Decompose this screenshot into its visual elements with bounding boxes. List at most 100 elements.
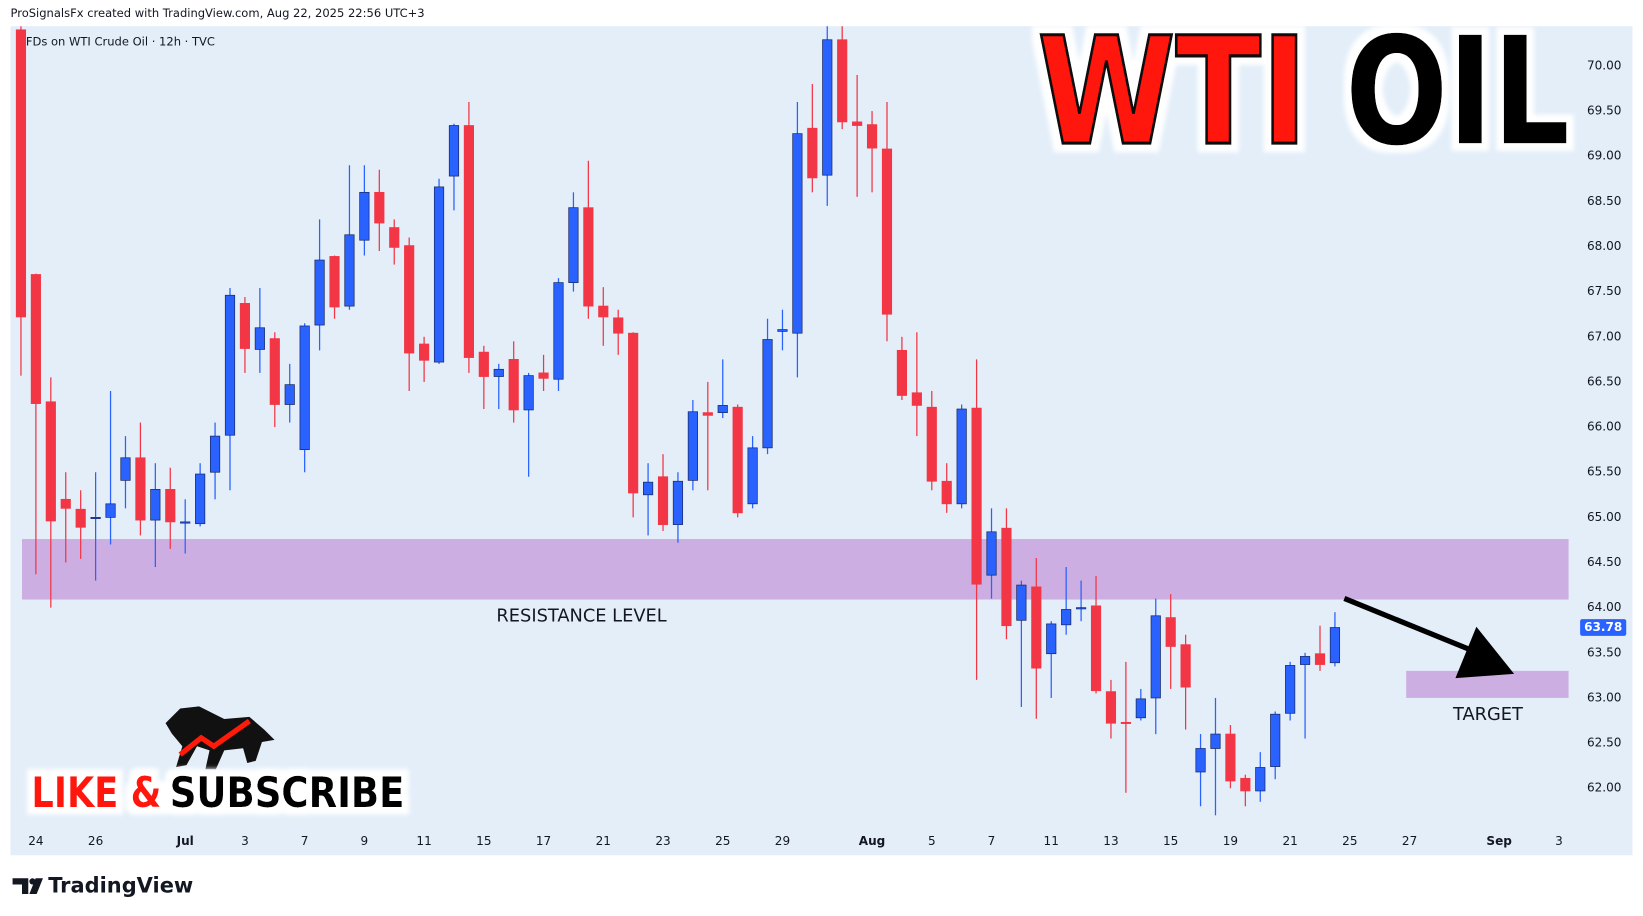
y-tick-label: 66.00 <box>1587 420 1621 434</box>
candle-body <box>822 39 833 176</box>
candle-body <box>508 358 519 411</box>
y-tick-label: 63.00 <box>1587 690 1621 704</box>
price-tag <box>1580 619 1627 636</box>
x-tick-label: 11 <box>1044 834 1059 848</box>
x-tick-label: 19 <box>1223 834 1238 848</box>
x-tick-label: 25 <box>1342 834 1357 848</box>
y-tick-label: 66.50 <box>1587 374 1621 388</box>
y-tick-label: 65.50 <box>1587 465 1621 479</box>
x-tick-label: 3 <box>1555 834 1563 848</box>
candle-body <box>404 245 415 354</box>
x-tick-label: 26 <box>88 834 103 848</box>
y-tick-label: 67.00 <box>1587 329 1621 343</box>
candle-body <box>284 384 295 405</box>
candle-body <box>224 294 236 436</box>
x-tick-label: 7 <box>301 834 309 848</box>
logo-t <box>12 878 29 894</box>
title-word: OIL <box>1345 6 1569 179</box>
candle-body <box>1076 607 1087 610</box>
candle-body <box>613 317 624 334</box>
candle-body <box>837 39 848 123</box>
y-tick-label: 64.50 <box>1587 555 1621 569</box>
candle-body <box>971 407 982 585</box>
candle-body <box>866 124 878 149</box>
y-tick-label: 63.50 <box>1587 645 1621 659</box>
candle-body <box>209 435 221 473</box>
candle-body <box>1120 721 1131 724</box>
candle-body <box>135 457 146 521</box>
candle-body <box>1061 609 1072 626</box>
candle-body <box>75 508 86 528</box>
x-tick-label: 15 <box>476 834 491 848</box>
banner: LIKE & SUBSCRIBE <box>31 768 404 817</box>
candle-body <box>150 489 161 521</box>
logo-v <box>29 878 43 894</box>
arrow-head <box>1455 626 1515 679</box>
candle-body <box>1210 733 1221 749</box>
candle-body <box>1150 615 1161 699</box>
candle-body <box>986 531 997 576</box>
y-tick-label: 68.50 <box>1587 194 1621 208</box>
y-tick-label: 69.50 <box>1587 104 1621 118</box>
candle-body <box>463 125 474 358</box>
candle-body <box>1240 777 1251 792</box>
candle-body <box>762 339 773 449</box>
candle-body <box>807 127 818 179</box>
x-tick-label: 9 <box>361 834 369 848</box>
candle-body <box>419 343 430 361</box>
candle-body <box>1165 617 1176 647</box>
y-tick-label: 69.00 <box>1587 149 1621 163</box>
candle-body <box>777 329 788 332</box>
x-tick-label: 3 <box>241 834 249 848</box>
x-tick-label: Sep <box>1486 834 1512 848</box>
candle-body <box>299 325 310 451</box>
x-tick-label: 13 <box>1103 834 1118 848</box>
candle-body <box>329 256 340 308</box>
candle-body <box>1090 605 1102 692</box>
x-tick-label: 11 <box>416 834 431 848</box>
y-tick-label: 65.00 <box>1587 510 1621 524</box>
candle-body <box>643 481 654 496</box>
banner-word: LIKE & <box>31 768 161 817</box>
title-word: WTI <box>1037 6 1307 179</box>
candle-body <box>881 148 893 315</box>
candle-body <box>687 411 698 481</box>
candle-body <box>344 234 355 307</box>
y-tick-label: 70.00 <box>1587 58 1621 72</box>
candle-body <box>120 457 131 481</box>
x-tick-label: 24 <box>28 834 43 848</box>
x-tick-label: 5 <box>928 834 936 848</box>
candle-body <box>1046 623 1057 655</box>
candle-body <box>732 406 743 514</box>
bull-logo <box>165 706 275 770</box>
candle-body <box>956 408 967 505</box>
title: WTI OIL <box>1036 5 1570 181</box>
candle-body <box>180 521 191 524</box>
x-tick-label: 27 <box>1402 834 1417 848</box>
candle-body <box>389 227 400 248</box>
candle-body <box>1299 656 1311 665</box>
candle-body <box>374 191 385 224</box>
candle-body <box>583 207 594 307</box>
subtitle: CFDs on WTI Crude Oil · 12h · TVC <box>18 34 215 48</box>
candle-body <box>672 480 684 525</box>
candle-body <box>911 392 922 406</box>
candle-body <box>433 186 445 363</box>
x-tick-label: 21 <box>1282 834 1297 848</box>
brand: TradingView <box>48 874 193 898</box>
candle-body <box>657 476 669 525</box>
bull-arrow <box>178 718 251 757</box>
banner-word: SUBSCRIBE <box>170 768 405 817</box>
x-tick-label: Jul <box>176 834 194 848</box>
candle-body <box>90 517 101 519</box>
candle-body <box>195 473 206 525</box>
y-tick-label: 62.50 <box>1587 736 1621 750</box>
candle-body <box>538 372 549 379</box>
x-tick-label: 29 <box>775 834 790 848</box>
chart-pane <box>10 26 1633 856</box>
candle-body <box>702 412 713 416</box>
x-tick-label: 23 <box>655 834 670 848</box>
candle-body <box>1135 698 1146 719</box>
zone-label: TARGET <box>1452 704 1523 725</box>
